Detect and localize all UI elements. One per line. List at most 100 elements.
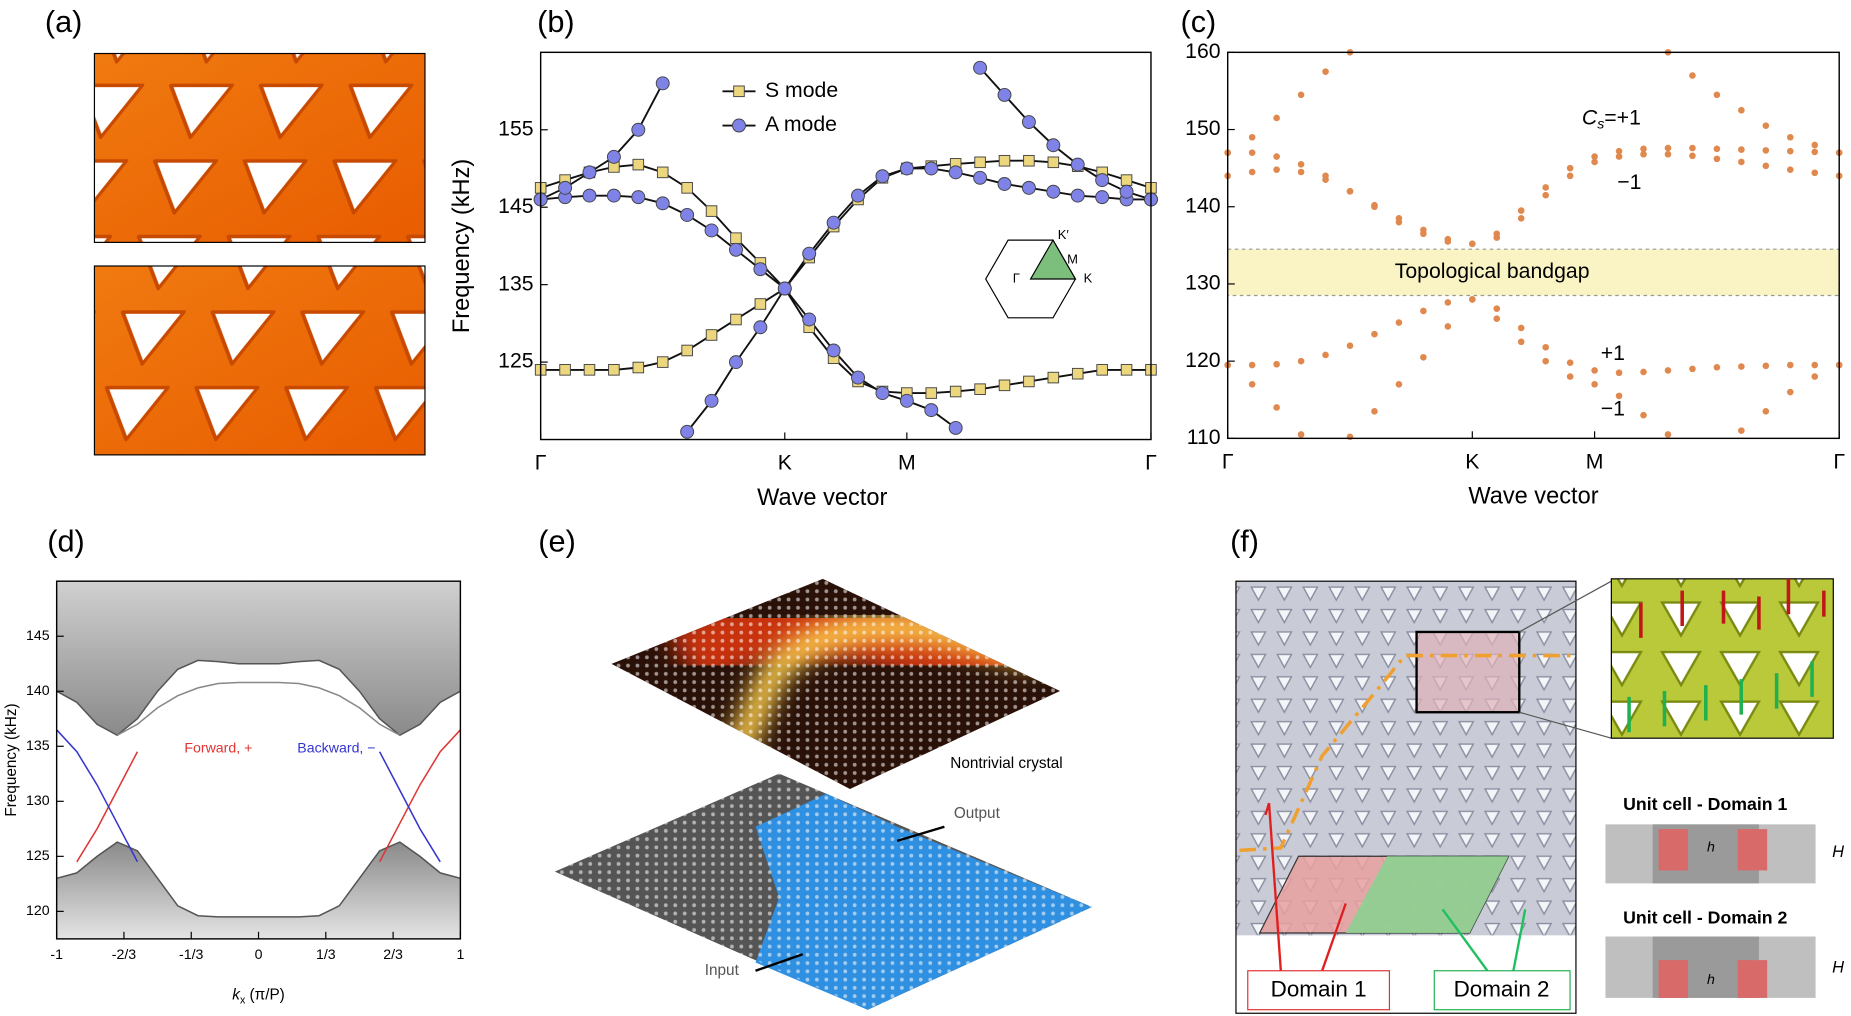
marker bbox=[1640, 150, 1647, 158]
label-part: k bbox=[232, 987, 241, 1004]
marker bbox=[1786, 133, 1794, 141]
marker bbox=[1023, 375, 1035, 388]
marker bbox=[851, 370, 865, 385]
annotation-part: C bbox=[1582, 105, 1598, 129]
marker bbox=[681, 182, 693, 194]
marker bbox=[728, 242, 743, 257]
zoom-line bbox=[1519, 711, 1612, 739]
marker bbox=[1047, 371, 1060, 384]
marker bbox=[1420, 353, 1427, 361]
y-tick-label: 140 bbox=[1185, 193, 1220, 217]
marker bbox=[1591, 367, 1598, 374]
marker bbox=[1248, 133, 1256, 141]
x-tick-label: M bbox=[1586, 449, 1604, 473]
marker bbox=[1273, 114, 1280, 122]
marker bbox=[1046, 184, 1061, 199]
marker bbox=[1371, 408, 1378, 415]
marker bbox=[1811, 169, 1819, 177]
marker bbox=[1762, 408, 1770, 415]
marker bbox=[1248, 149, 1256, 157]
y-tick-label: 155 bbox=[498, 116, 533, 140]
marker bbox=[1070, 188, 1085, 203]
x-tick-label: -2/3 bbox=[112, 947, 137, 963]
marker bbox=[973, 60, 988, 75]
inset-label: M bbox=[1067, 252, 1078, 267]
marker bbox=[1322, 68, 1329, 75]
marker bbox=[1493, 234, 1501, 241]
annotation: Cs=+1 bbox=[1582, 105, 1641, 132]
marker bbox=[1762, 147, 1770, 154]
x-tick-label: M bbox=[898, 451, 916, 475]
y-tick-label: 125 bbox=[498, 349, 533, 373]
marker bbox=[875, 386, 890, 401]
arrow bbox=[755, 953, 804, 972]
plot-background bbox=[1227, 52, 1840, 439]
marker bbox=[1273, 153, 1280, 160]
annotation-part: s bbox=[1597, 116, 1604, 132]
marker bbox=[1738, 363, 1745, 370]
band-area bbox=[56, 842, 461, 939]
band-line bbox=[76, 729, 461, 863]
marker bbox=[1566, 373, 1574, 380]
label: Input bbox=[705, 962, 740, 979]
marker bbox=[974, 156, 986, 169]
marker bbox=[631, 122, 646, 137]
marker bbox=[974, 383, 986, 395]
marker bbox=[1297, 160, 1305, 168]
marker bbox=[924, 161, 939, 176]
marker bbox=[875, 169, 890, 184]
panel-label: (c) bbox=[1180, 4, 1216, 39]
panel-a bbox=[93, 52, 426, 456]
marker bbox=[1542, 357, 1549, 365]
panel-f: Domain 1 Domain 2 Unit cell - Domain 1 U… bbox=[1235, 578, 1844, 1014]
marker bbox=[998, 154, 1011, 167]
y-tick-label: 110 bbox=[1187, 425, 1221, 449]
marker bbox=[1542, 343, 1549, 351]
marker bbox=[1713, 364, 1721, 371]
marker bbox=[1786, 166, 1794, 173]
marker bbox=[1786, 388, 1794, 396]
marker bbox=[1322, 176, 1329, 184]
marker bbox=[1346, 342, 1354, 350]
force-arrow bbox=[1639, 578, 1826, 638]
marker bbox=[1615, 369, 1623, 377]
marker bbox=[632, 158, 645, 171]
marker bbox=[948, 165, 963, 180]
marker bbox=[1248, 381, 1256, 388]
dim-label: h bbox=[1707, 972, 1715, 988]
marker bbox=[1689, 72, 1696, 79]
domain-sample bbox=[1345, 856, 1509, 933]
marker bbox=[730, 313, 742, 326]
lattice-image bbox=[93, 52, 426, 243]
force-arrow bbox=[1627, 661, 1814, 733]
marker bbox=[1517, 338, 1525, 346]
marker bbox=[997, 177, 1012, 191]
panel-label: (a) bbox=[45, 4, 83, 39]
marker bbox=[1615, 147, 1623, 155]
plot-frame bbox=[539, 51, 1152, 441]
marker bbox=[1566, 359, 1574, 366]
inset-label: K′ bbox=[1058, 227, 1070, 242]
marker bbox=[1640, 368, 1647, 376]
marker bbox=[1713, 145, 1721, 153]
marker bbox=[1664, 431, 1672, 438]
marker bbox=[1689, 365, 1696, 373]
marker bbox=[1493, 305, 1501, 312]
y-tick-label: 120 bbox=[1185, 348, 1220, 372]
marker bbox=[753, 320, 768, 335]
label: Domain 2 bbox=[1454, 977, 1550, 1002]
x-tick-label: 1/3 bbox=[316, 947, 336, 963]
band-line bbox=[56, 729, 441, 863]
label-box bbox=[1247, 970, 1391, 1011]
pointer bbox=[1264, 802, 1347, 972]
marker bbox=[1420, 307, 1427, 315]
label: Unit cell - Domain 1 bbox=[1623, 794, 1787, 814]
marker bbox=[1023, 154, 1035, 167]
marker bbox=[1786, 147, 1794, 155]
x-tick-label: -1 bbox=[50, 947, 63, 963]
irreducible-zone bbox=[1029, 238, 1077, 280]
band-area bbox=[56, 581, 461, 736]
marker bbox=[704, 393, 719, 408]
marker bbox=[704, 223, 719, 238]
